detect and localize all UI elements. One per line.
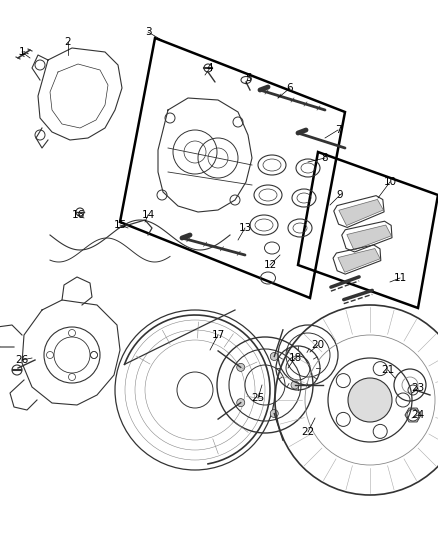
Polygon shape <box>339 199 383 225</box>
Circle shape <box>270 409 278 417</box>
Polygon shape <box>347 225 392 250</box>
Circle shape <box>373 424 387 438</box>
Text: 22: 22 <box>301 427 314 437</box>
Polygon shape <box>338 248 380 272</box>
Text: 9: 9 <box>337 190 343 200</box>
Text: 18: 18 <box>288 353 302 363</box>
Text: 12: 12 <box>263 260 277 270</box>
Text: 13: 13 <box>238 223 251 233</box>
Text: 26: 26 <box>15 355 28 365</box>
Text: 24: 24 <box>411 410 424 420</box>
Circle shape <box>270 352 278 360</box>
Text: 3: 3 <box>145 27 151 37</box>
Text: 11: 11 <box>393 273 406 283</box>
Text: 25: 25 <box>251 393 265 403</box>
Text: 8: 8 <box>321 153 328 163</box>
Text: 6: 6 <box>287 83 293 93</box>
Text: 16: 16 <box>71 210 85 220</box>
Circle shape <box>291 381 299 389</box>
Circle shape <box>237 364 245 372</box>
Circle shape <box>348 378 392 422</box>
Text: 7: 7 <box>335 125 341 135</box>
Circle shape <box>336 374 350 387</box>
Circle shape <box>396 393 410 407</box>
Text: 4: 4 <box>207 63 213 73</box>
Text: 15: 15 <box>113 220 127 230</box>
Text: 21: 21 <box>381 365 395 375</box>
Text: 1: 1 <box>19 47 25 57</box>
Circle shape <box>336 413 350 426</box>
Circle shape <box>373 361 387 376</box>
Text: 17: 17 <box>212 330 225 340</box>
Text: 2: 2 <box>65 37 71 47</box>
Text: 14: 14 <box>141 210 155 220</box>
Circle shape <box>237 399 245 407</box>
Text: 5: 5 <box>245 73 251 83</box>
Text: 10: 10 <box>383 177 396 187</box>
Text: 20: 20 <box>311 340 325 350</box>
Text: 23: 23 <box>411 383 424 393</box>
